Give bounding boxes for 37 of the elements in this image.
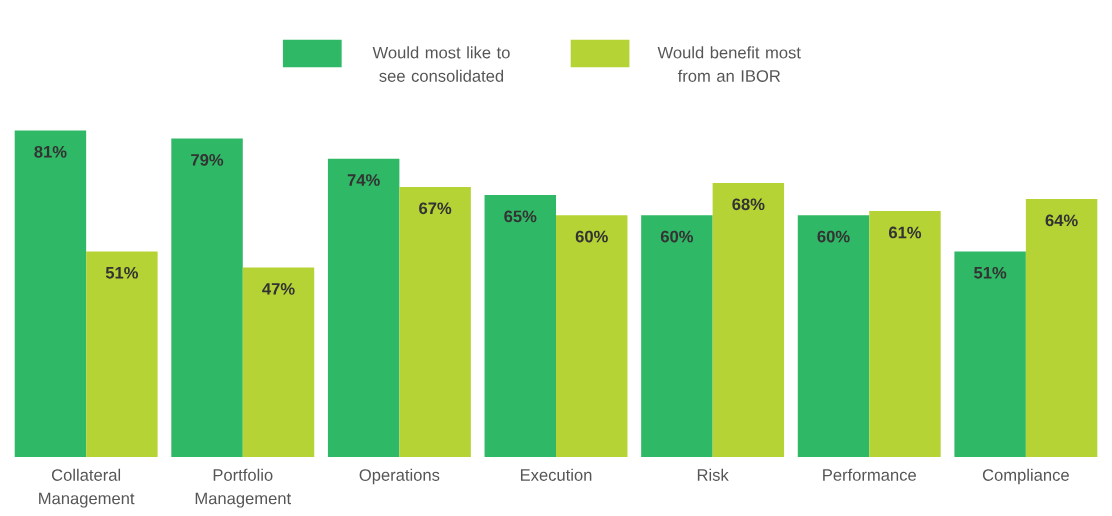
data-label: 47% [262, 283, 295, 295]
bar [242, 267, 315, 458]
data-label: 60% [817, 230, 850, 243]
bar [641, 215, 713, 458]
bar [712, 182, 785, 458]
x-tick-label: Compliance [982, 468, 1069, 485]
bar [1025, 199, 1098, 458]
bar [14, 130, 87, 458]
data-label: 81% [34, 146, 67, 158]
bar [869, 211, 941, 458]
bar [484, 195, 557, 458]
data-label: 51% [105, 267, 139, 279]
bar [171, 138, 243, 458]
data-label: 60% [660, 230, 694, 243]
x-tick-label: Operations [359, 468, 440, 485]
bar [797, 215, 870, 458]
data-label: 68% [732, 198, 765, 211]
x-tick-label: Performance [823, 468, 916, 481]
bar [327, 158, 400, 458]
x-tick-label: Portfolio Management [195, 468, 292, 508]
data-label: 51% [974, 267, 1007, 279]
legend-label: Would most like to see consolidated [372, 46, 510, 82]
x-tick-label: Collateral Management [39, 468, 135, 508]
data-label: 67% [419, 202, 452, 215]
data-label: 74% [347, 174, 380, 186]
bar [556, 215, 628, 458]
bar [86, 251, 158, 458]
bar [399, 186, 471, 458]
legend-label: Would benefit most from an IBOR [657, 46, 801, 82]
x-tick-label: Execution [520, 468, 592, 481]
data-label: 79% [191, 154, 224, 166]
x-tick-label: Risk [697, 468, 729, 481]
data-label: 65% [504, 210, 537, 223]
data-label: 64% [1045, 214, 1078, 227]
bar [954, 251, 1026, 458]
data-label: 60% [575, 230, 608, 243]
data-label: 61% [888, 226, 922, 239]
